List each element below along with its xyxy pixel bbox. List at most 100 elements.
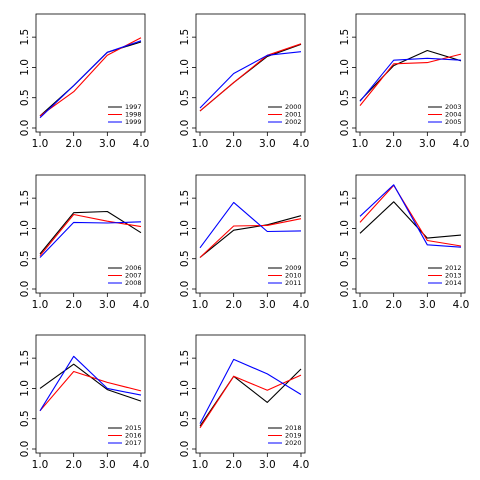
series-line-2008 [39,221,142,258]
x-tick-label: 3.0 [99,299,116,311]
y-tick-label: 1.0 [179,59,191,76]
series-line-2012 [359,201,462,239]
legend-label-2003: 2003 [445,103,462,111]
legend-label-2020: 2020 [285,439,302,447]
legend-label-2010: 2010 [285,272,302,280]
series-line-1999 [39,40,142,119]
legend-label-2012: 2012 [445,264,462,272]
y-tick-label: 1.0 [179,220,191,237]
x-tick-label: 4.0 [133,299,150,311]
plot-frame [35,13,146,133]
legend-label-2014: 2014 [445,279,462,287]
x-tick-label: 2.0 [65,138,82,150]
series-line-2000 [199,43,302,112]
y-tick-label: 0.0 [19,441,31,458]
legend-label-2017: 2017 [125,439,142,447]
series-line-2007 [39,213,142,257]
legend-label-1999: 1999 [125,118,142,126]
x-tick-label: 1.0 [192,459,209,471]
y-tick-label: 0.5 [339,89,351,106]
x-tick-label: 1.0 [192,138,209,150]
legend-label-2008: 2008 [125,279,142,287]
y-tick-label: 0.0 [339,281,351,298]
x-tick-label: 4.0 [293,138,310,150]
y-tick-label: 1.0 [19,59,31,76]
plot-frame [355,174,466,294]
y-tick-label: 1.5 [179,190,191,207]
plot-frame [195,13,306,133]
y-tick-label: 0.0 [19,281,31,298]
y-tick-label: 1.5 [179,29,191,46]
x-tick-label: 3.0 [259,459,276,471]
x-tick-label: 4.0 [293,459,310,471]
legend-label-2007: 2007 [125,272,142,280]
legend-label-1997: 1997 [125,103,142,111]
x-tick-label: 4.0 [133,138,150,150]
series-line-2015 [39,363,142,402]
x-tick-label: 1.0 [32,299,49,311]
legend-label-2018: 2018 [285,424,302,432]
series-line-2020 [199,358,302,424]
y-tick-label: 0.0 [339,120,351,137]
y-tick-label: 1.5 [19,190,31,207]
x-tick-label: 3.0 [419,299,436,311]
y-tick-label: 1.0 [339,59,351,76]
y-tick-label: 1.5 [339,29,351,46]
series-line-2004 [359,53,462,106]
x-tick-label: 2.0 [65,299,82,311]
y-tick-label: 1.0 [179,380,191,397]
legend-label-2016: 2016 [125,432,142,440]
plot-frame [35,174,146,294]
legend-label-2013: 2013 [445,272,462,280]
legend-label-2002: 2002 [285,118,302,126]
x-tick-label: 2.0 [225,299,242,311]
x-tick-label: 2.0 [385,299,402,311]
x-tick-label: 3.0 [419,138,436,150]
plot-frame [35,334,146,454]
x-tick-label: 1.0 [192,299,209,311]
x-tick-label: 1.0 [32,459,49,471]
y-tick-label: 1.0 [339,220,351,237]
series-line-2011 [199,201,302,249]
y-tick-label: 0.5 [179,250,191,267]
y-tick-label: 0.0 [19,120,31,137]
x-tick-label: 2.0 [225,138,242,150]
y-tick-label: 0.0 [179,120,191,137]
series-line-2017 [39,355,142,412]
y-tick-label: 1.5 [19,350,31,367]
y-tick-label: 0.5 [19,410,31,427]
series-line-2018 [199,368,302,427]
series-line-2014 [359,184,462,248]
series-line-2016 [39,370,142,412]
plot-frame [355,13,466,133]
series-line-2003 [359,49,462,102]
x-tick-label: 4.0 [453,299,470,311]
x-tick-label: 1.0 [32,138,49,150]
y-tick-label: 0.0 [179,441,191,458]
y-tick-label: 0.5 [179,410,191,427]
x-tick-label: 3.0 [99,138,116,150]
x-tick-label: 3.0 [99,459,116,471]
x-tick-label: 3.0 [259,299,276,311]
y-tick-label: 1.5 [179,350,191,367]
plot-frame [195,174,306,294]
legend-label-1998: 1998 [125,111,142,119]
y-tick-label: 1.0 [19,220,31,237]
x-tick-label: 1.0 [352,299,369,311]
x-tick-label: 4.0 [133,459,150,471]
x-tick-label: 2.0 [385,138,402,150]
series-line-2009 [199,215,302,258]
x-tick-label: 3.0 [259,138,276,150]
y-tick-label: 0.5 [19,250,31,267]
y-tick-label: 1.5 [19,29,31,46]
legend-label-2019: 2019 [285,432,302,440]
x-tick-label: 2.0 [65,459,82,471]
x-tick-label: 4.0 [453,138,470,150]
